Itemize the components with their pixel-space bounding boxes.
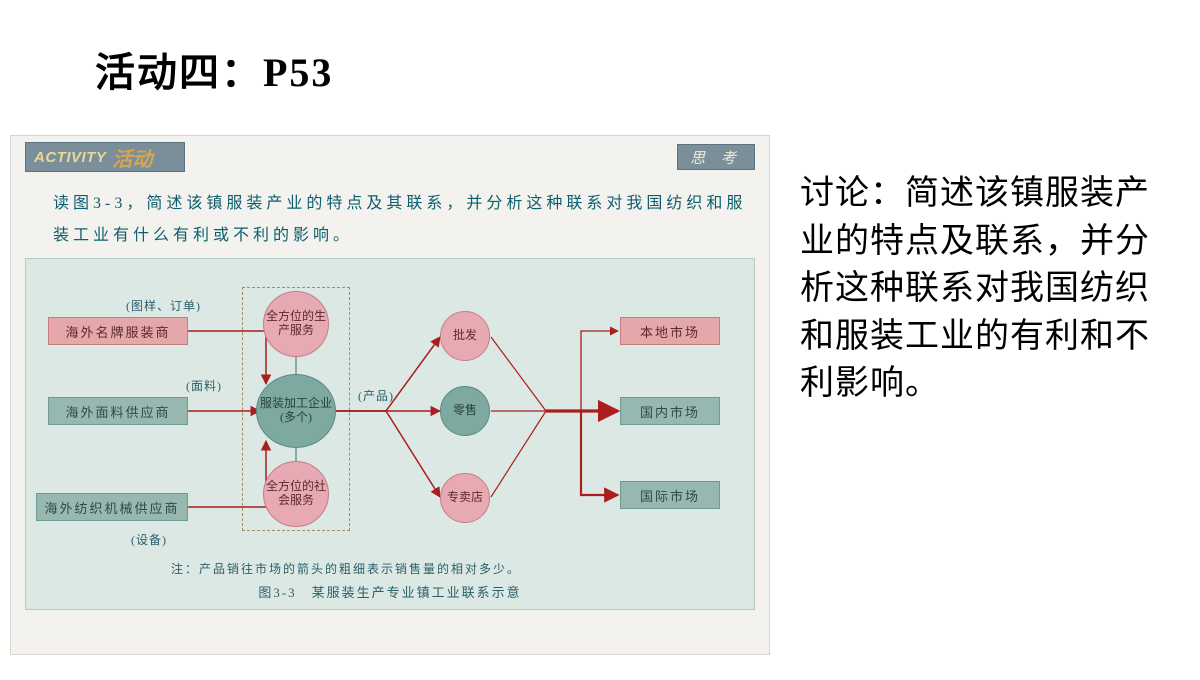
- node-intl-market: 国际市场: [620, 481, 720, 509]
- activity-tab: ACTIVITY 活动: [25, 142, 185, 172]
- node-social-service: 全方位的社会服务: [263, 461, 329, 527]
- node-label: 全方位的生产服务: [264, 310, 328, 338]
- anno-fabric: (面料): [186, 377, 222, 394]
- node-wholesale: 批发: [440, 311, 490, 361]
- node-label: 全方位的社会服务: [264, 480, 328, 508]
- diagram: 海外名牌服装商 海外面料供应商 海外纺织机械供应商 全方位的生产服务 服装加工企…: [25, 258, 755, 610]
- node-machine-supplier: 海外纺织机械供应商: [36, 493, 188, 521]
- diagram-caption: 图3-3 某服装生产专业镇工业联系示意: [26, 582, 754, 601]
- node-garment-enterprises: 服装加工企业(多个): [256, 374, 336, 448]
- node-local-market: 本地市场: [620, 317, 720, 345]
- anno-pattern: (图样、订单): [126, 297, 201, 314]
- diagram-note: 注：产品销往市场的箭头的粗细表示销售量的相对多少。: [171, 560, 521, 577]
- node-domestic-market: 国内市场: [620, 397, 720, 425]
- anno-product: (产品): [358, 387, 394, 404]
- node-retail: 零售: [440, 386, 490, 436]
- node-fabric-supplier: 海外面料供应商: [48, 397, 188, 425]
- node-label: 服装加工企业(多个): [257, 397, 335, 425]
- discussion-text: 讨论：简述该镇服装产业的特点及联系，并分析这种联系对我国纺织和服装工业的有利和不…: [800, 170, 1180, 408]
- activity-label-en: ACTIVITY: [34, 149, 106, 166]
- activity-label-cn: 活动: [112, 143, 152, 172]
- node-brand-supplier: 海外名牌服装商: [48, 317, 188, 345]
- page-title: 活动四：P53: [95, 40, 333, 98]
- anno-equip: (设备): [131, 531, 167, 548]
- header-bar: ACTIVITY 活动 思 考: [11, 136, 769, 178]
- node-label: 零售: [453, 404, 477, 418]
- think-tab: 思 考: [677, 144, 755, 170]
- node-label: 专卖店: [447, 491, 483, 505]
- node-label: 批发: [453, 329, 477, 343]
- node-store: 专卖店: [440, 473, 490, 523]
- node-production-service: 全方位的生产服务: [263, 291, 329, 357]
- textbook-excerpt: ACTIVITY 活动 思 考 读图3-3，简述该镇服装产业的特点及其联系，并分…: [10, 135, 770, 655]
- prompt-text: 读图3-3，简述该镇服装产业的特点及其联系，并分析这种联系对我国纺织和服装工业有…: [53, 188, 747, 252]
